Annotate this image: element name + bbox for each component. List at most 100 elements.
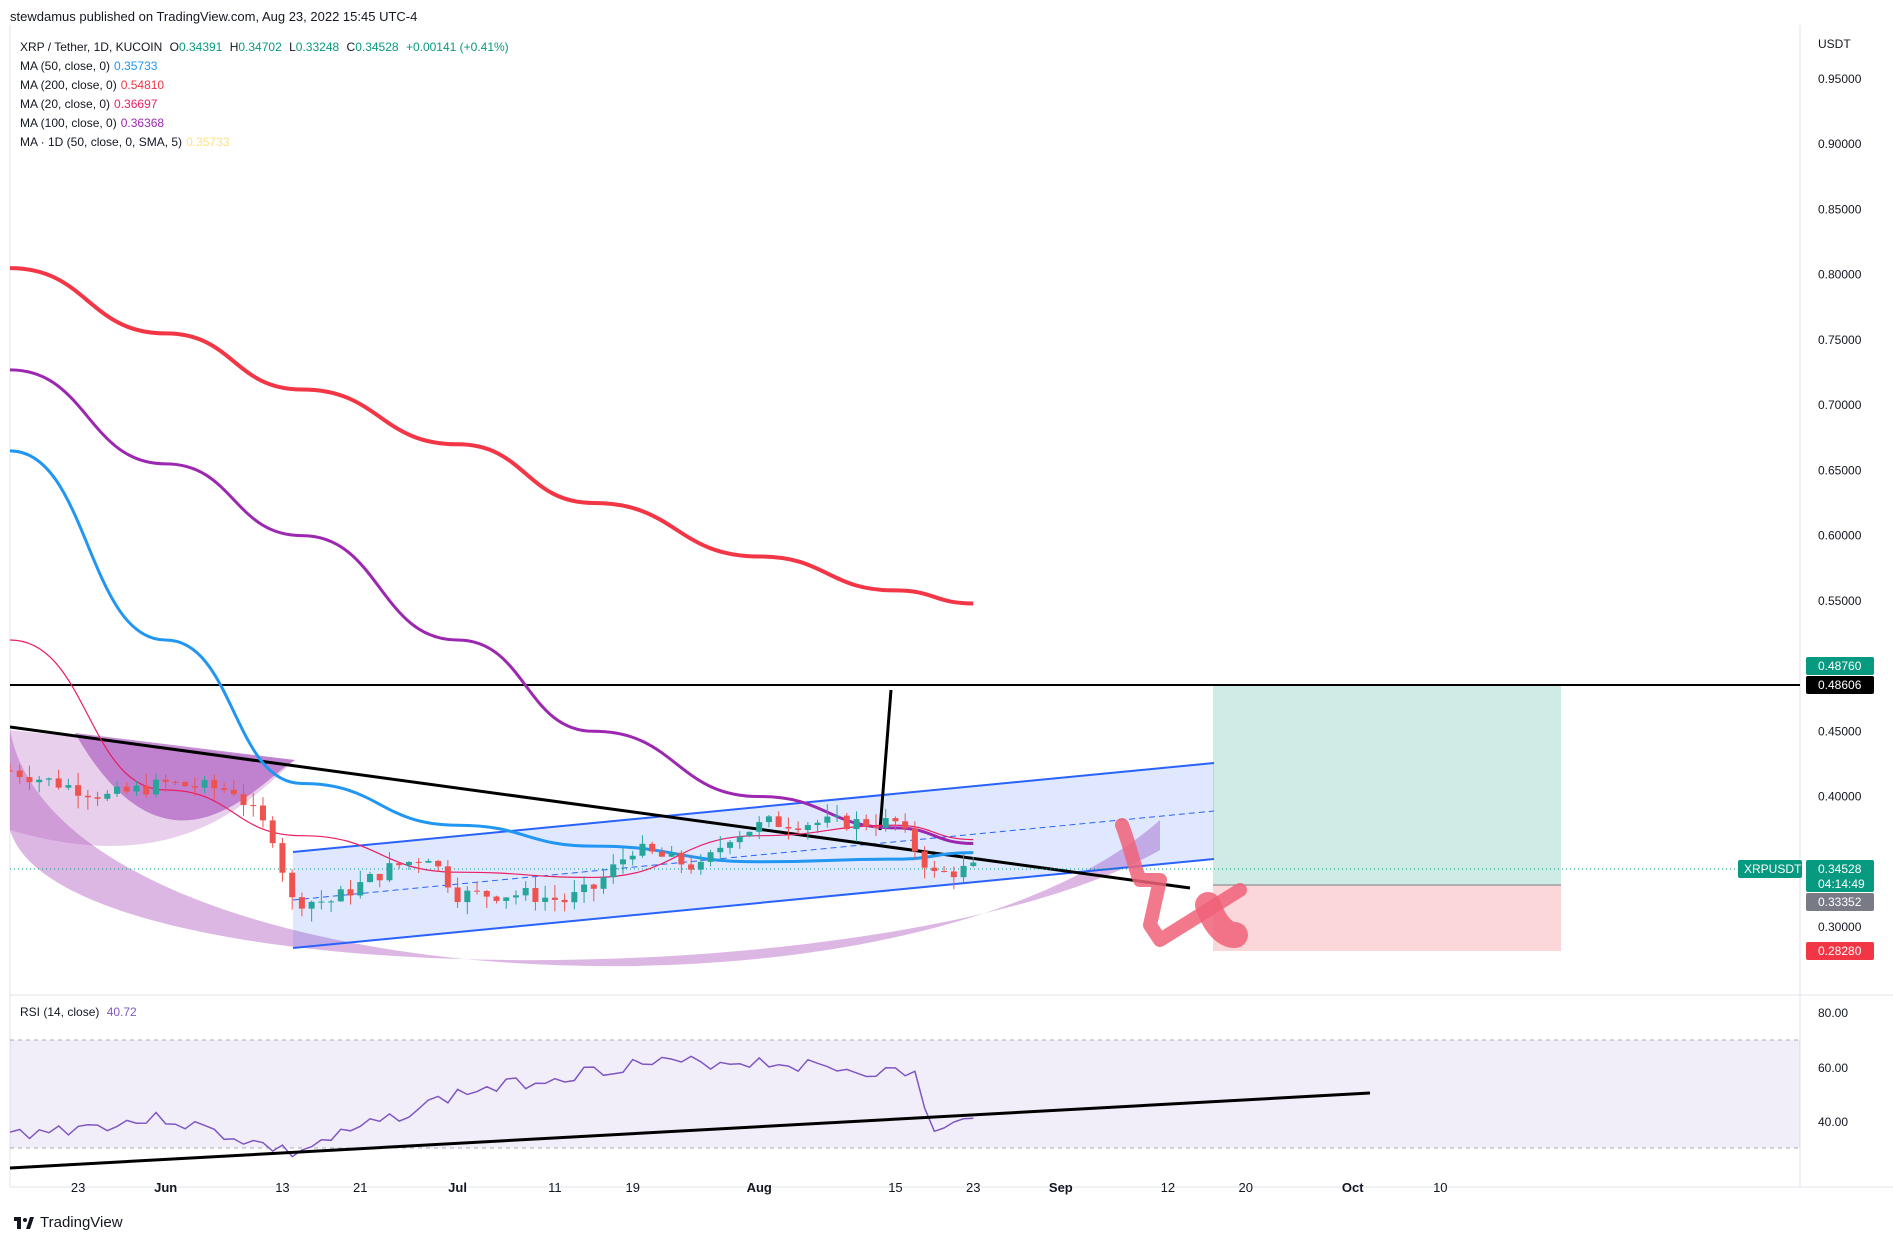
publish-header: stewdamus published on TradingView.com, … xyxy=(10,9,418,24)
rsi-legend[interactable]: RSI (14, close) 40.72 xyxy=(20,1005,137,1019)
candle-body xyxy=(639,843,646,856)
price-axis-tick: 0.80000 xyxy=(1818,268,1862,282)
candle-body xyxy=(746,831,753,837)
candle-body xyxy=(668,852,675,857)
cup-shape-small xyxy=(75,733,295,821)
candle-body xyxy=(483,890,490,897)
entry-price-tag xyxy=(1806,893,1874,911)
position-target-zone xyxy=(1213,685,1561,885)
time-axis-tick: 10 xyxy=(1433,1180,1447,1195)
candle-body xyxy=(396,863,403,866)
candle-body xyxy=(337,889,344,902)
breakout-line xyxy=(878,689,893,831)
candle-body xyxy=(619,859,626,865)
last-price-text: 0.34528 xyxy=(1818,862,1862,876)
rsi-trendline xyxy=(10,1091,1371,1170)
time-axis-tick: 20 xyxy=(1238,1180,1252,1195)
indicator-label: MA (20, close, 0) xyxy=(20,97,111,111)
price-axis-tick: 0.55000 xyxy=(1818,594,1862,608)
target-price-tag xyxy=(1806,657,1874,675)
time-axis-tick: 12 xyxy=(1161,1180,1175,1195)
symbol-tag-text: XRPUSDT xyxy=(1744,862,1802,876)
candle-body xyxy=(143,785,150,795)
candle-body xyxy=(376,873,383,881)
candle-body xyxy=(902,821,909,829)
candle-body xyxy=(308,901,315,909)
indicator-ma20[interactable]: MA (20, close, 0) 0.36697 xyxy=(20,97,157,111)
low-value: 0.33248 xyxy=(295,40,340,54)
candle-body xyxy=(941,871,948,873)
time-axis-tick: 13 xyxy=(275,1180,289,1195)
indicator-ma-1d[interactable]: MA · 1D (50, close, 0, SMA, 5) 0.35733 xyxy=(20,135,229,149)
indicator-label: MA (200, close, 0) xyxy=(20,78,117,92)
candle-body xyxy=(863,819,870,827)
time-axis-tick: 15 xyxy=(888,1180,902,1195)
candle-body xyxy=(561,899,568,903)
price-axis-tick: 0.30000 xyxy=(1818,920,1862,934)
candle-body xyxy=(804,825,811,831)
position-stop-zone xyxy=(1213,885,1561,951)
candle-body xyxy=(610,864,617,878)
candle-body xyxy=(629,855,636,860)
candle-body xyxy=(785,826,792,829)
symbol-legend[interactable]: XRP / Tether, 1D, KUCOIN O0.34391 H0.347… xyxy=(20,40,513,54)
time-axis-tick: Jun xyxy=(154,1180,177,1195)
candle-body xyxy=(10,770,13,772)
candle-body xyxy=(123,786,130,792)
candle-body xyxy=(182,782,189,787)
ma-line xyxy=(10,266,974,606)
last-price-tag xyxy=(1806,860,1874,892)
time-axis-tick: 11 xyxy=(548,1180,562,1195)
candle-body xyxy=(756,822,763,832)
projected-drop-arrow xyxy=(1115,818,1247,947)
indicator-ma100[interactable]: MA (100, close, 0) 0.36368 xyxy=(20,116,164,130)
candle-body xyxy=(970,862,977,866)
candle-body xyxy=(542,897,549,902)
candle-body xyxy=(522,888,529,896)
price-axis-currency: USDT xyxy=(1818,37,1851,51)
indicator-label: MA (50, close, 0) xyxy=(20,59,111,73)
candle-body xyxy=(795,828,802,831)
candle-body xyxy=(84,795,91,798)
tradingview-logo[interactable]: TradingView xyxy=(14,1214,123,1231)
indicator-ma50[interactable]: MA (50, close, 0) 0.35733 xyxy=(20,59,157,73)
candle-body xyxy=(590,884,597,889)
rsi-axis-tick: 60.00 xyxy=(1818,1061,1848,1075)
candle-body xyxy=(55,778,62,788)
indicator-value: 0.54810 xyxy=(120,78,165,92)
level-price-text: 0.48606 xyxy=(1818,678,1862,692)
indicator-value: 0.36697 xyxy=(114,97,158,111)
candle-body xyxy=(503,897,510,901)
tradingview-logo-icon xyxy=(14,1216,34,1229)
candle-body xyxy=(882,818,889,828)
candle-body xyxy=(717,847,724,853)
candle-body xyxy=(697,861,704,870)
candle-body xyxy=(581,884,588,893)
bar-countdown: 04:14:49 xyxy=(1818,877,1865,891)
close-label: C xyxy=(346,40,356,54)
indicator-ma200[interactable]: MA (200, close, 0) 0.54810 xyxy=(20,78,164,92)
candle-body xyxy=(259,805,266,821)
price-axis-tick: 0.85000 xyxy=(1818,202,1862,216)
candle-body xyxy=(298,897,305,909)
candle-body xyxy=(230,789,237,795)
candle-body xyxy=(707,852,714,862)
stop-price-tag xyxy=(1806,942,1874,960)
time-axis-tick: 21 xyxy=(353,1180,367,1195)
candle-body xyxy=(814,822,821,826)
candle-body xyxy=(279,843,286,873)
indicator-value: 0.36368 xyxy=(120,116,165,130)
open-label: O xyxy=(169,40,179,54)
time-axis-tick: 23 xyxy=(966,1180,980,1195)
tradingview-brand: TradingView xyxy=(40,1214,123,1231)
candle-body xyxy=(45,778,52,780)
candle-body xyxy=(435,860,442,867)
candle-body xyxy=(571,892,578,903)
candle-body xyxy=(133,785,140,792)
candle-body xyxy=(289,872,296,898)
candle-body xyxy=(824,816,831,823)
candle-body xyxy=(678,852,685,865)
price-axis-tick: 0.40000 xyxy=(1818,790,1862,804)
candle-body xyxy=(950,871,957,878)
